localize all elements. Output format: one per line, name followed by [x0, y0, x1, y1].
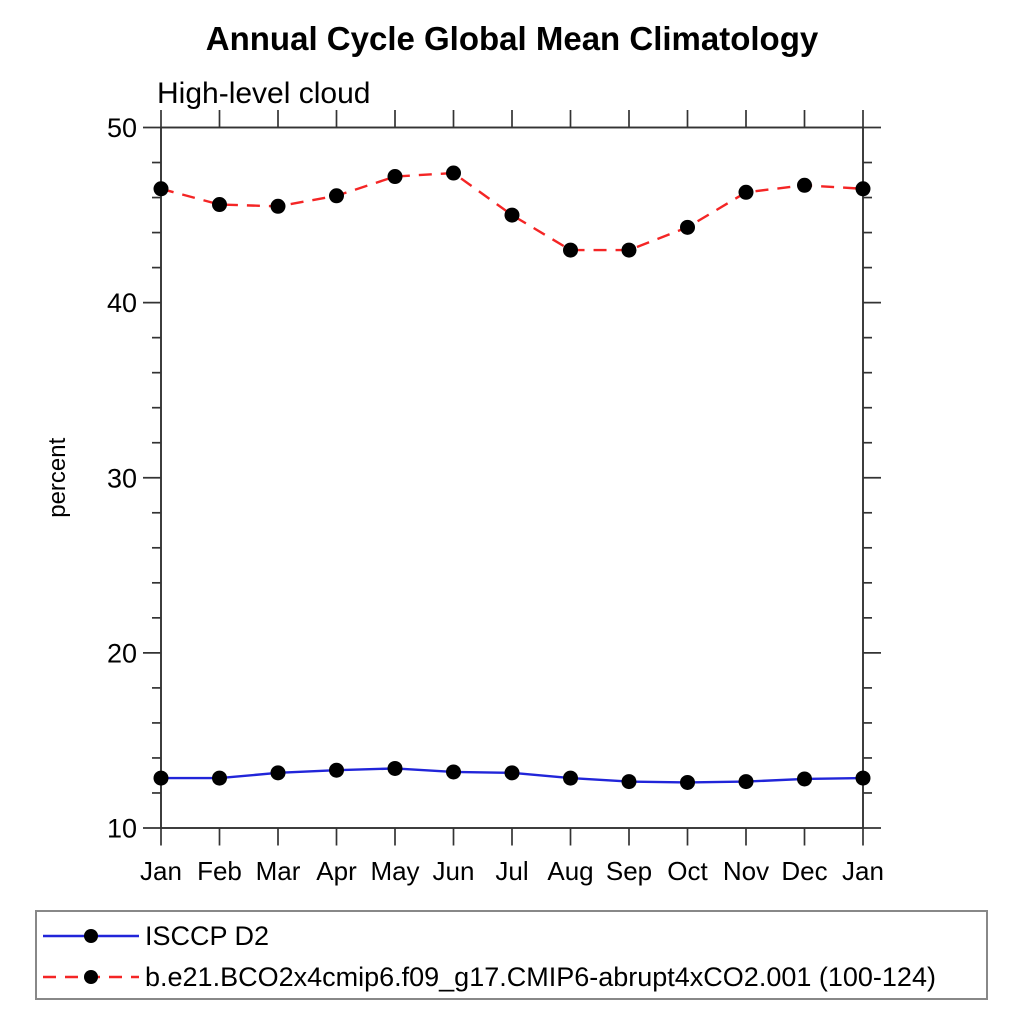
data-point-marker [621, 242, 637, 258]
data-point-marker [621, 774, 637, 790]
x-tick-label: Dec [781, 856, 827, 886]
chart-subtitle: High-level cloud [157, 77, 370, 110]
data-point-marker [329, 188, 344, 204]
legend-line-dashed-icon [43, 970, 139, 984]
x-tick-label: Feb [197, 856, 242, 886]
x-tick-label: Aug [547, 856, 593, 886]
legend-item-isccp-d2: ISCCP D2 [37, 916, 269, 956]
y-tick-label: 30 [107, 463, 137, 493]
series-markers-1 [153, 165, 871, 258]
data-point-marker [563, 770, 578, 786]
data-point-marker [797, 177, 812, 193]
y-axis-labels: 10 20 30 40 50 [107, 113, 137, 844]
data-point-marker [270, 765, 286, 781]
y-tick-label: 10 [107, 814, 137, 844]
data-point-marker [504, 765, 520, 781]
data-point-marker [153, 181, 169, 197]
x-tick-label: Jan [842, 856, 884, 886]
legend-label: ISCCP D2 [145, 920, 270, 951]
data-point-marker [738, 774, 754, 790]
data-point-marker [563, 242, 578, 258]
data-point-marker [446, 165, 461, 181]
y-axis-ticks [143, 126, 881, 829]
legend-label: b.e21.BCO2x4cmip6.f09_g17.CMIP6-abrupt4x… [145, 961, 936, 992]
data-point-marker [270, 198, 286, 214]
x-tick-label: May [370, 856, 419, 886]
y-tick-label: 20 [107, 638, 137, 668]
chart-title: Annual Cycle Global Mean Climatology [205, 20, 819, 57]
data-point-marker [329, 762, 344, 778]
plot-frame [160, 126, 864, 829]
data-point-marker [387, 169, 403, 185]
series-markers-0 [153, 760, 871, 790]
x-tick-label: Jun [433, 856, 475, 886]
data-point-marker [680, 219, 695, 235]
x-tick-label: Jan [140, 856, 182, 886]
x-tick-label: Apr [316, 856, 357, 886]
x-tick-label: Mar [256, 856, 301, 886]
y-tick-label: 50 [107, 113, 137, 143]
data-point-marker [387, 760, 403, 776]
legend-item-model-run: b.e21.BCO2x4cmip6.f09_g17.CMIP6-abrupt4x… [37, 957, 936, 997]
data-point-marker [680, 774, 695, 790]
data-point-marker [797, 771, 812, 787]
data-point-marker [855, 770, 871, 786]
y-axis-title: percent [44, 437, 71, 517]
x-tick-label: Nov [723, 856, 769, 886]
data-point-marker [212, 770, 227, 786]
data-point-marker [153, 770, 169, 786]
data-point-marker [446, 764, 461, 780]
x-tick-label: Jul [495, 856, 528, 886]
data-point-marker [212, 197, 227, 213]
x-axis-labels: Jan Feb Mar Apr May Jun Jul Aug Sep Oct Nov Dec Jan [140, 856, 884, 886]
data-point-marker [504, 207, 520, 223]
chart-canvas: High-level cloud 10 20 30 40 50 Jan Feb Mar Apr Ma… [44, 77, 884, 886]
data-point-marker [738, 184, 754, 200]
legend: ISCCP D2 b.e21.BCO2x4cmip6.f09_g17.CMIP6… [35, 910, 988, 1000]
legend-line-solid-icon [43, 929, 139, 943]
x-tick-label: Oct [667, 856, 708, 886]
x-tick-label: Sep [606, 856, 652, 886]
y-tick-label: 40 [107, 288, 137, 318]
x-axis-ticks [160, 110, 864, 846]
data-point-marker [855, 181, 871, 197]
